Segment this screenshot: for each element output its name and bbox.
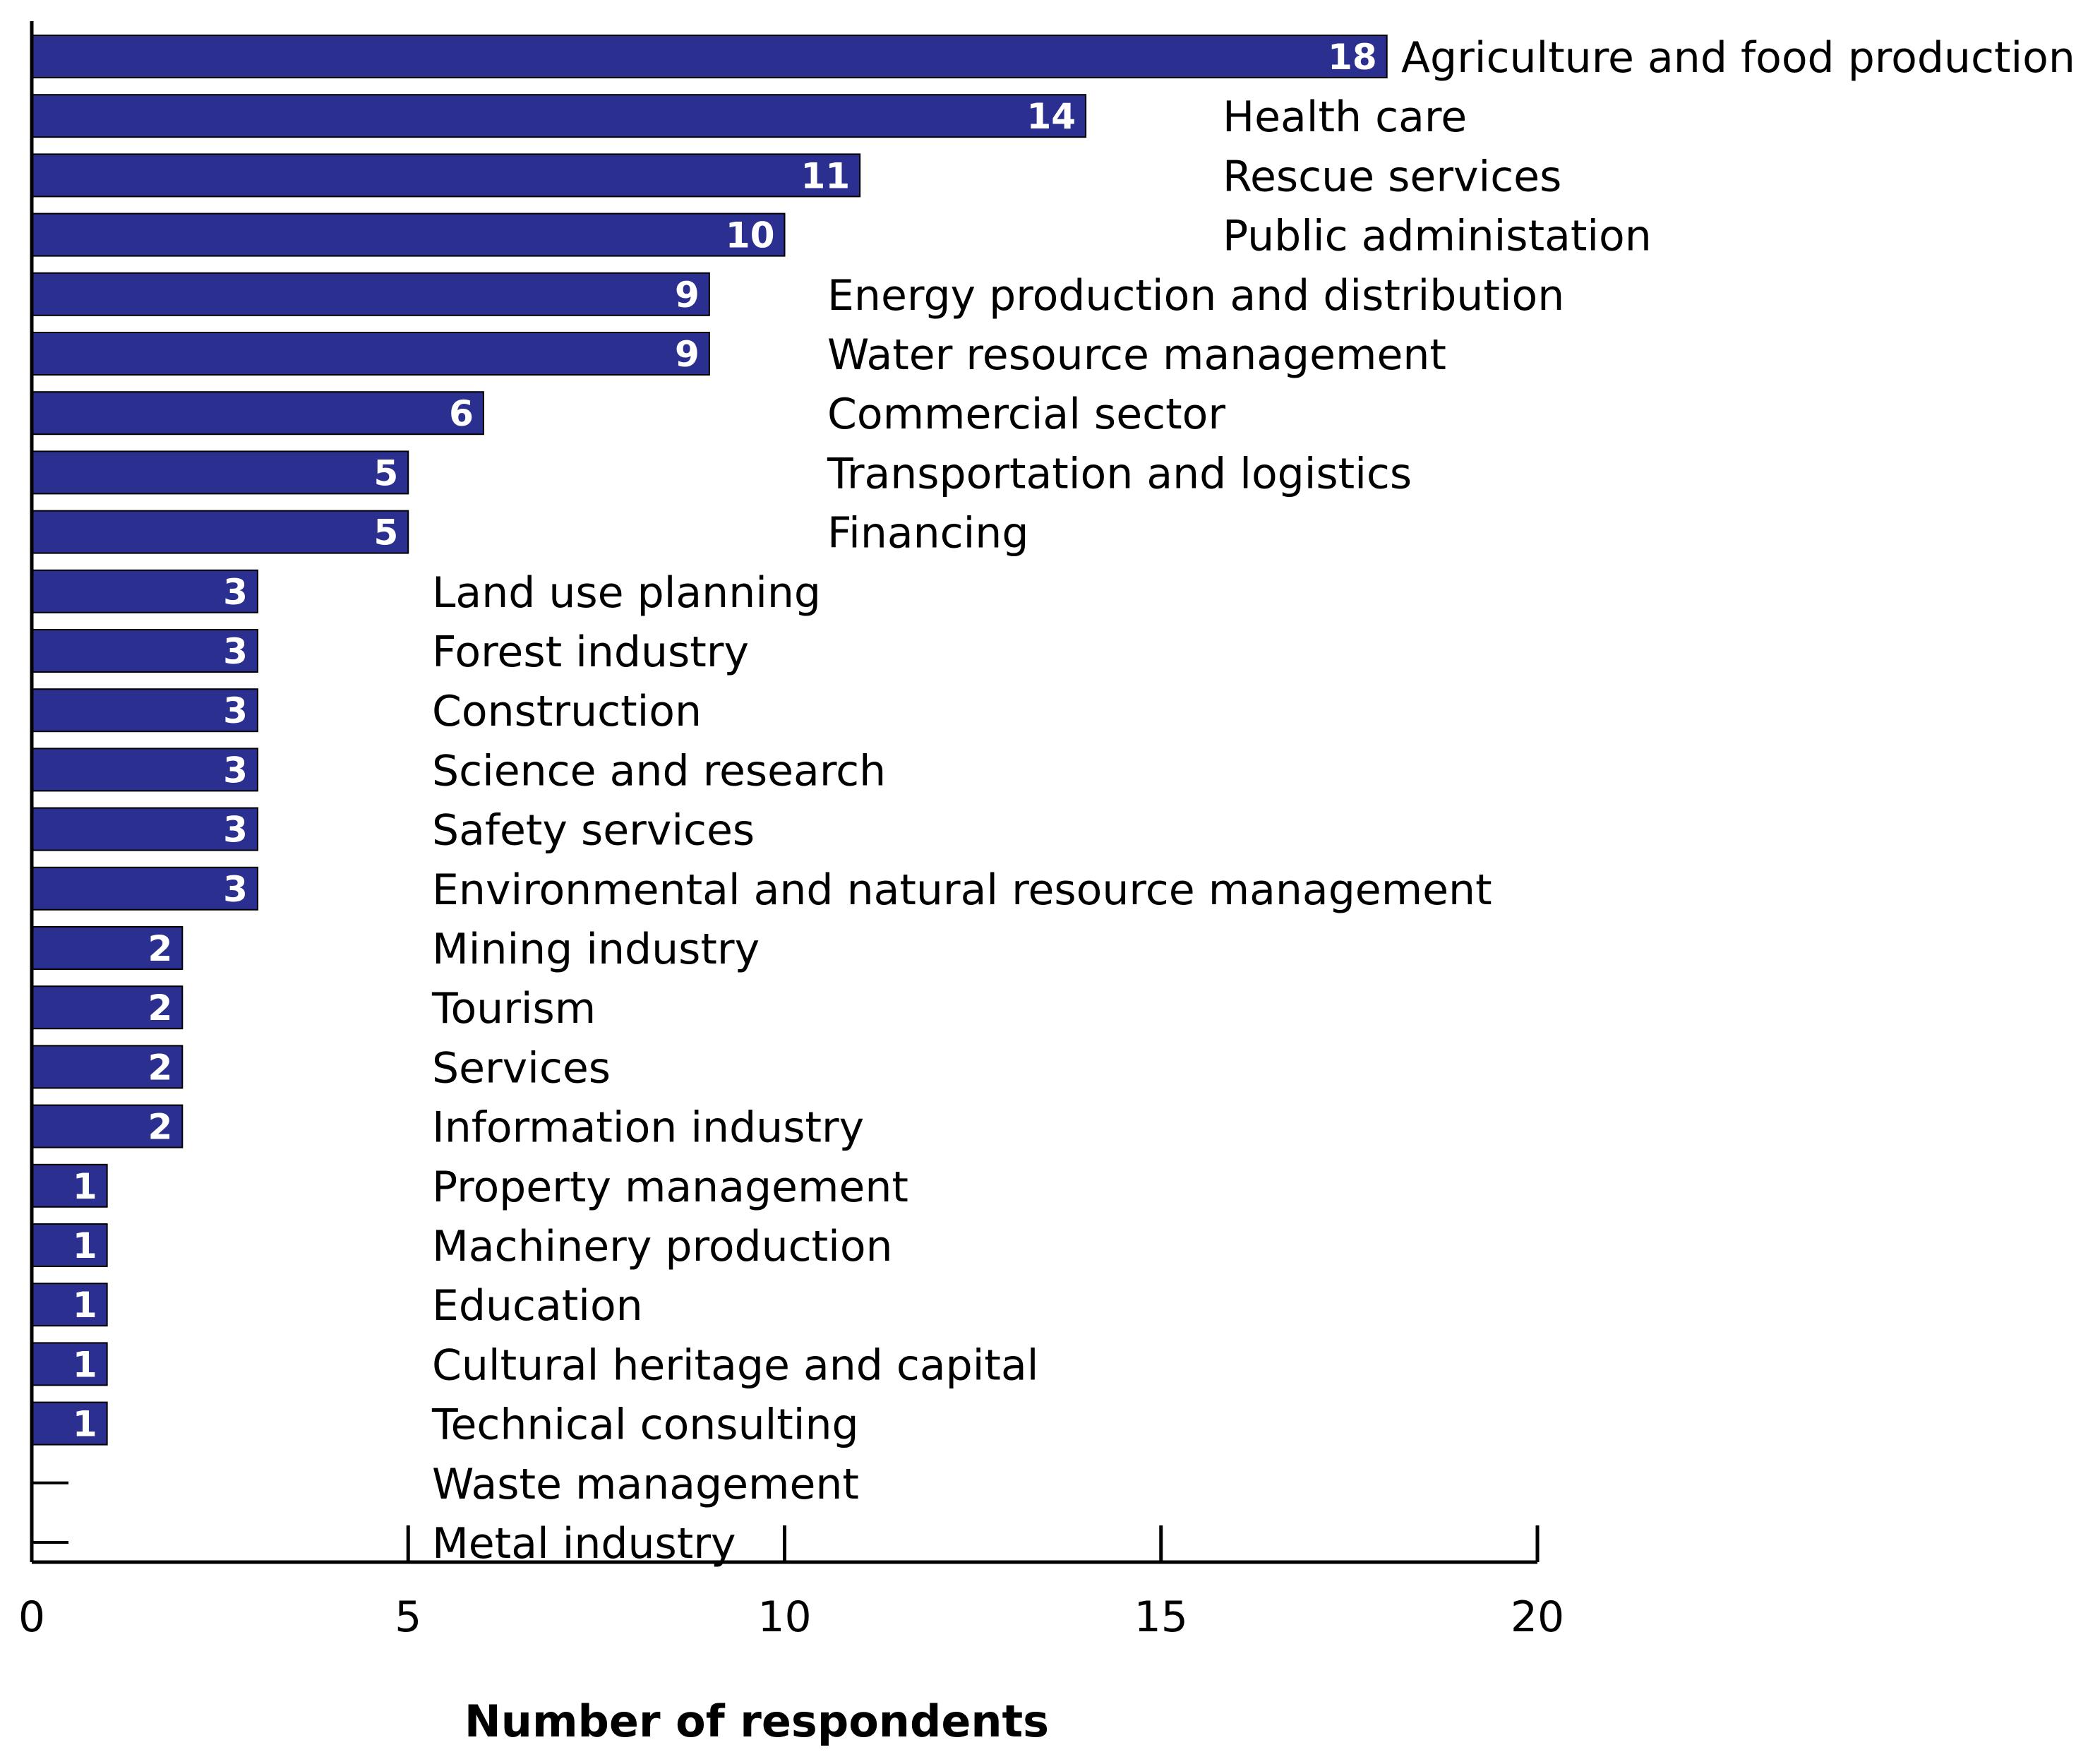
bar [31, 807, 258, 851]
category-label: Property management [432, 1163, 908, 1212]
category-label: Services [432, 1043, 611, 1093]
bar-value-label: 2 [148, 928, 173, 969]
category-label: Construction [432, 687, 702, 736]
category-label: Public administation [1223, 212, 1652, 261]
bar [31, 332, 710, 376]
category-label: Mining industry [432, 925, 760, 974]
bar [31, 212, 786, 257]
x-tick-label: 15 [1134, 1592, 1188, 1642]
bar-value-label: 9 [675, 334, 700, 375]
bar-value-label: 1 [73, 1404, 97, 1445]
bar-value-label: 2 [148, 1107, 173, 1148]
category-label: Safety services [432, 806, 755, 856]
axes-layer: 0 5 10 15 20 [18, 21, 1564, 1642]
bar [31, 926, 184, 970]
category-label: Health care [1223, 92, 1467, 142]
bar-value-label: 10 [726, 215, 775, 256]
x-tick-label: 5 [395, 1592, 421, 1642]
bar-value-label: 1 [73, 1225, 97, 1266]
bar [31, 94, 1087, 138]
bars-layer: 18 Agriculture and food production 14 Healt… [31, 33, 2075, 1568]
bar-value-label: 9 [675, 275, 700, 316]
category-label: Tourism [431, 984, 596, 1033]
category-label: Education [432, 1281, 643, 1331]
category-label: Metal industry [432, 1519, 736, 1568]
category-label: Forest industry [432, 628, 749, 677]
bar [31, 450, 409, 495]
bar [31, 629, 258, 673]
category-label: Machinery production [432, 1222, 893, 1271]
bar-value-label: 3 [223, 750, 248, 791]
bar-value-label: 2 [148, 988, 173, 1028]
bar [31, 1342, 108, 1386]
bar-value-label: 3 [223, 572, 248, 613]
category-label: Environmental and natural resource manag… [432, 865, 1492, 915]
category-label: Technical consulting [431, 1400, 859, 1450]
x-axis-title: Number of respondents [464, 1696, 1049, 1747]
bar [31, 153, 861, 198]
category-label: Energy production and distribution [827, 271, 1564, 320]
category-label: Financing [827, 509, 1028, 558]
category-label: Information industry [432, 1103, 864, 1153]
bar-value-label: 3 [223, 810, 248, 851]
bar [31, 688, 258, 733]
category-label: Agriculture and food production [1401, 33, 2075, 83]
category-label: Science and research [432, 746, 886, 796]
bar [31, 1401, 108, 1446]
bar [31, 1163, 108, 1208]
bar-value-label: 18 [1328, 37, 1377, 78]
bar [31, 1104, 184, 1148]
bar [31, 1283, 108, 1327]
bar-value-label: 1 [73, 1285, 97, 1326]
bar-value-label: 3 [223, 869, 248, 910]
x-tick-label: 10 [757, 1592, 811, 1642]
category-label: Transportation and logistics [827, 449, 1412, 498]
bar [31, 272, 710, 316]
bar [31, 510, 409, 554]
category-label: Land use planning [432, 568, 821, 618]
bar-value-label: 14 [1027, 96, 1076, 137]
category-label: Cultural heritage and capital [432, 1340, 1038, 1390]
bar-value-label: 5 [373, 452, 398, 493]
category-label: Waste management [432, 1460, 859, 1509]
bar-value-label: 5 [373, 512, 398, 553]
bar [31, 391, 484, 436]
bar-value-label: 1 [73, 1166, 97, 1207]
x-tick-label: 0 [18, 1592, 45, 1642]
bar-value-label: 6 [449, 393, 474, 434]
bar-value-label: 1 [73, 1344, 97, 1385]
x-tick-label: 20 [1511, 1592, 1564, 1642]
bar [31, 569, 258, 613]
bar-value-label: 3 [223, 631, 248, 672]
bar [31, 1223, 108, 1267]
bar-value-label: 2 [148, 1047, 173, 1088]
category-label: Water resource management [827, 330, 1446, 380]
category-label: Rescue services [1223, 152, 1561, 201]
bar [31, 748, 258, 792]
category-label: Commercial sector [827, 390, 1225, 439]
bar [31, 35, 1388, 78]
bar-value-label: 3 [223, 690, 248, 731]
bar-value-label: 11 [801, 155, 851, 196]
